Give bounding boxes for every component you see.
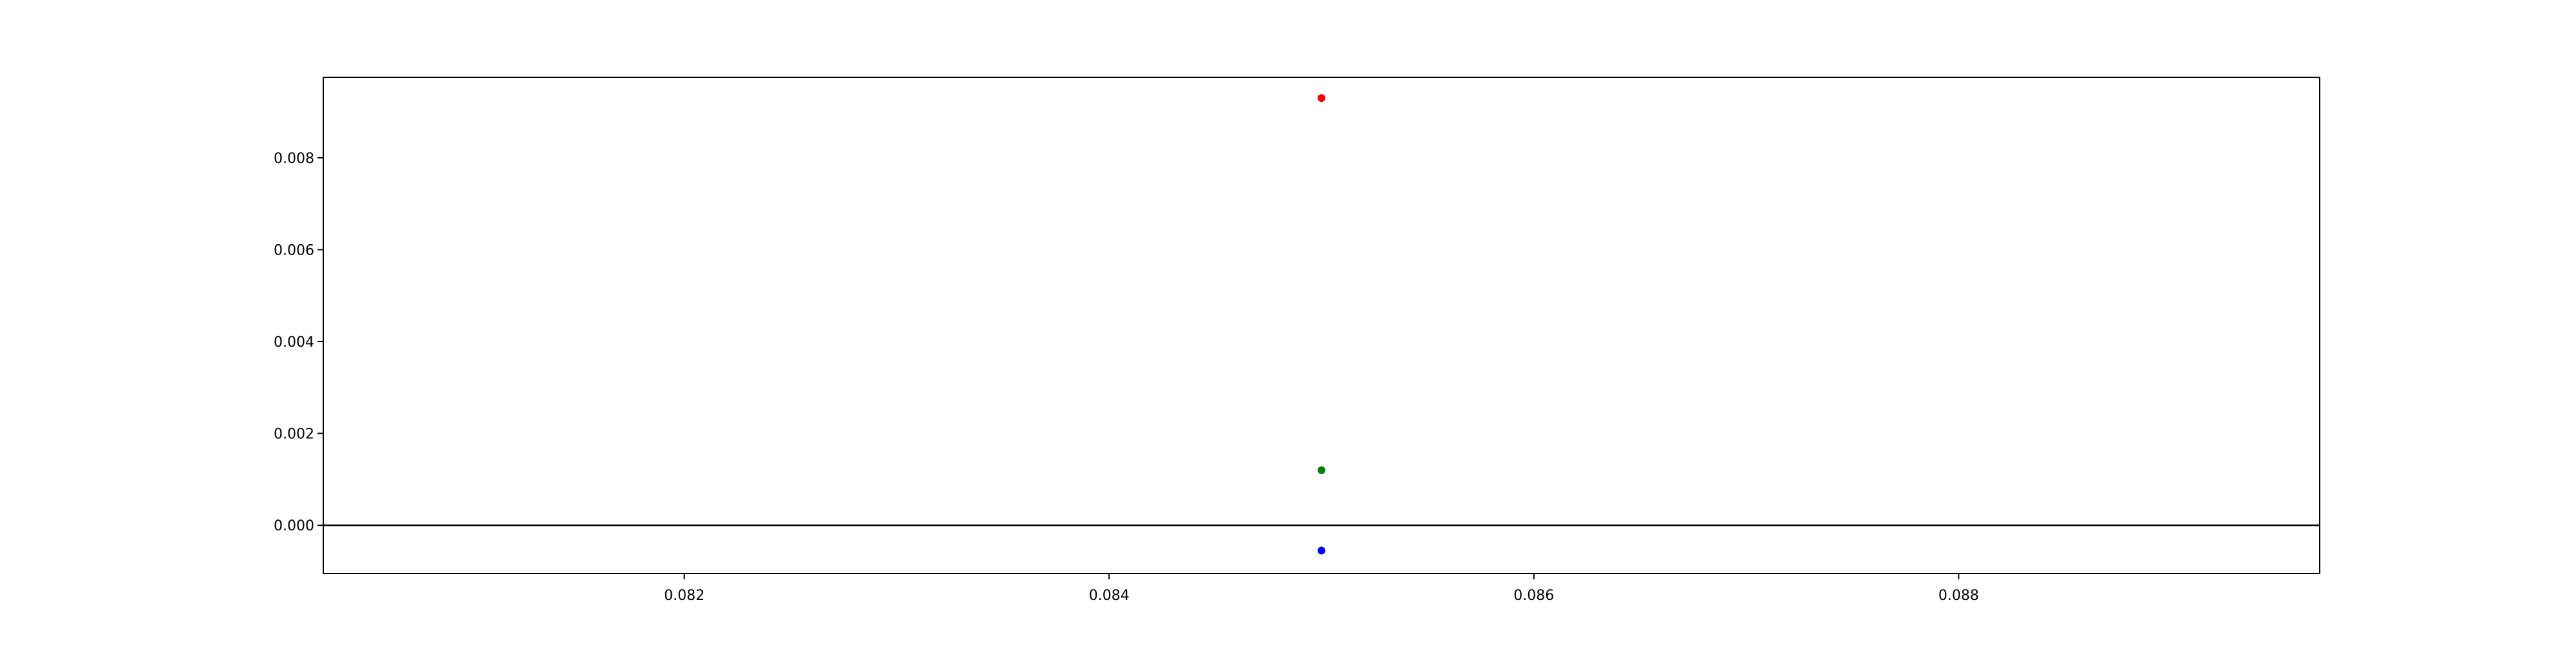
data-point: [1318, 94, 1325, 102]
y-tick-label: 0.000: [274, 518, 314, 534]
plot-frame: [323, 77, 2320, 574]
x-tick-label: 0.086: [1513, 588, 1554, 604]
y-tick-label: 0.002: [274, 427, 314, 443]
axes: 0.082 0.084 0.086 0.088 0.000 0.002 0.004 0.006…: [274, 77, 2320, 604]
x-tick-label: 0.088: [1938, 588, 1979, 604]
x-tick-label: 0.082: [664, 588, 705, 604]
data-point: [1318, 546, 1325, 555]
data-point: [1318, 466, 1325, 474]
y-tick-label: 0.004: [274, 334, 314, 351]
y-tick-label: 0.006: [274, 242, 314, 258]
y-tick-label: 0.008: [274, 151, 314, 167]
x-tick-label: 0.084: [1089, 588, 1130, 604]
data-points: [1318, 94, 1325, 555]
